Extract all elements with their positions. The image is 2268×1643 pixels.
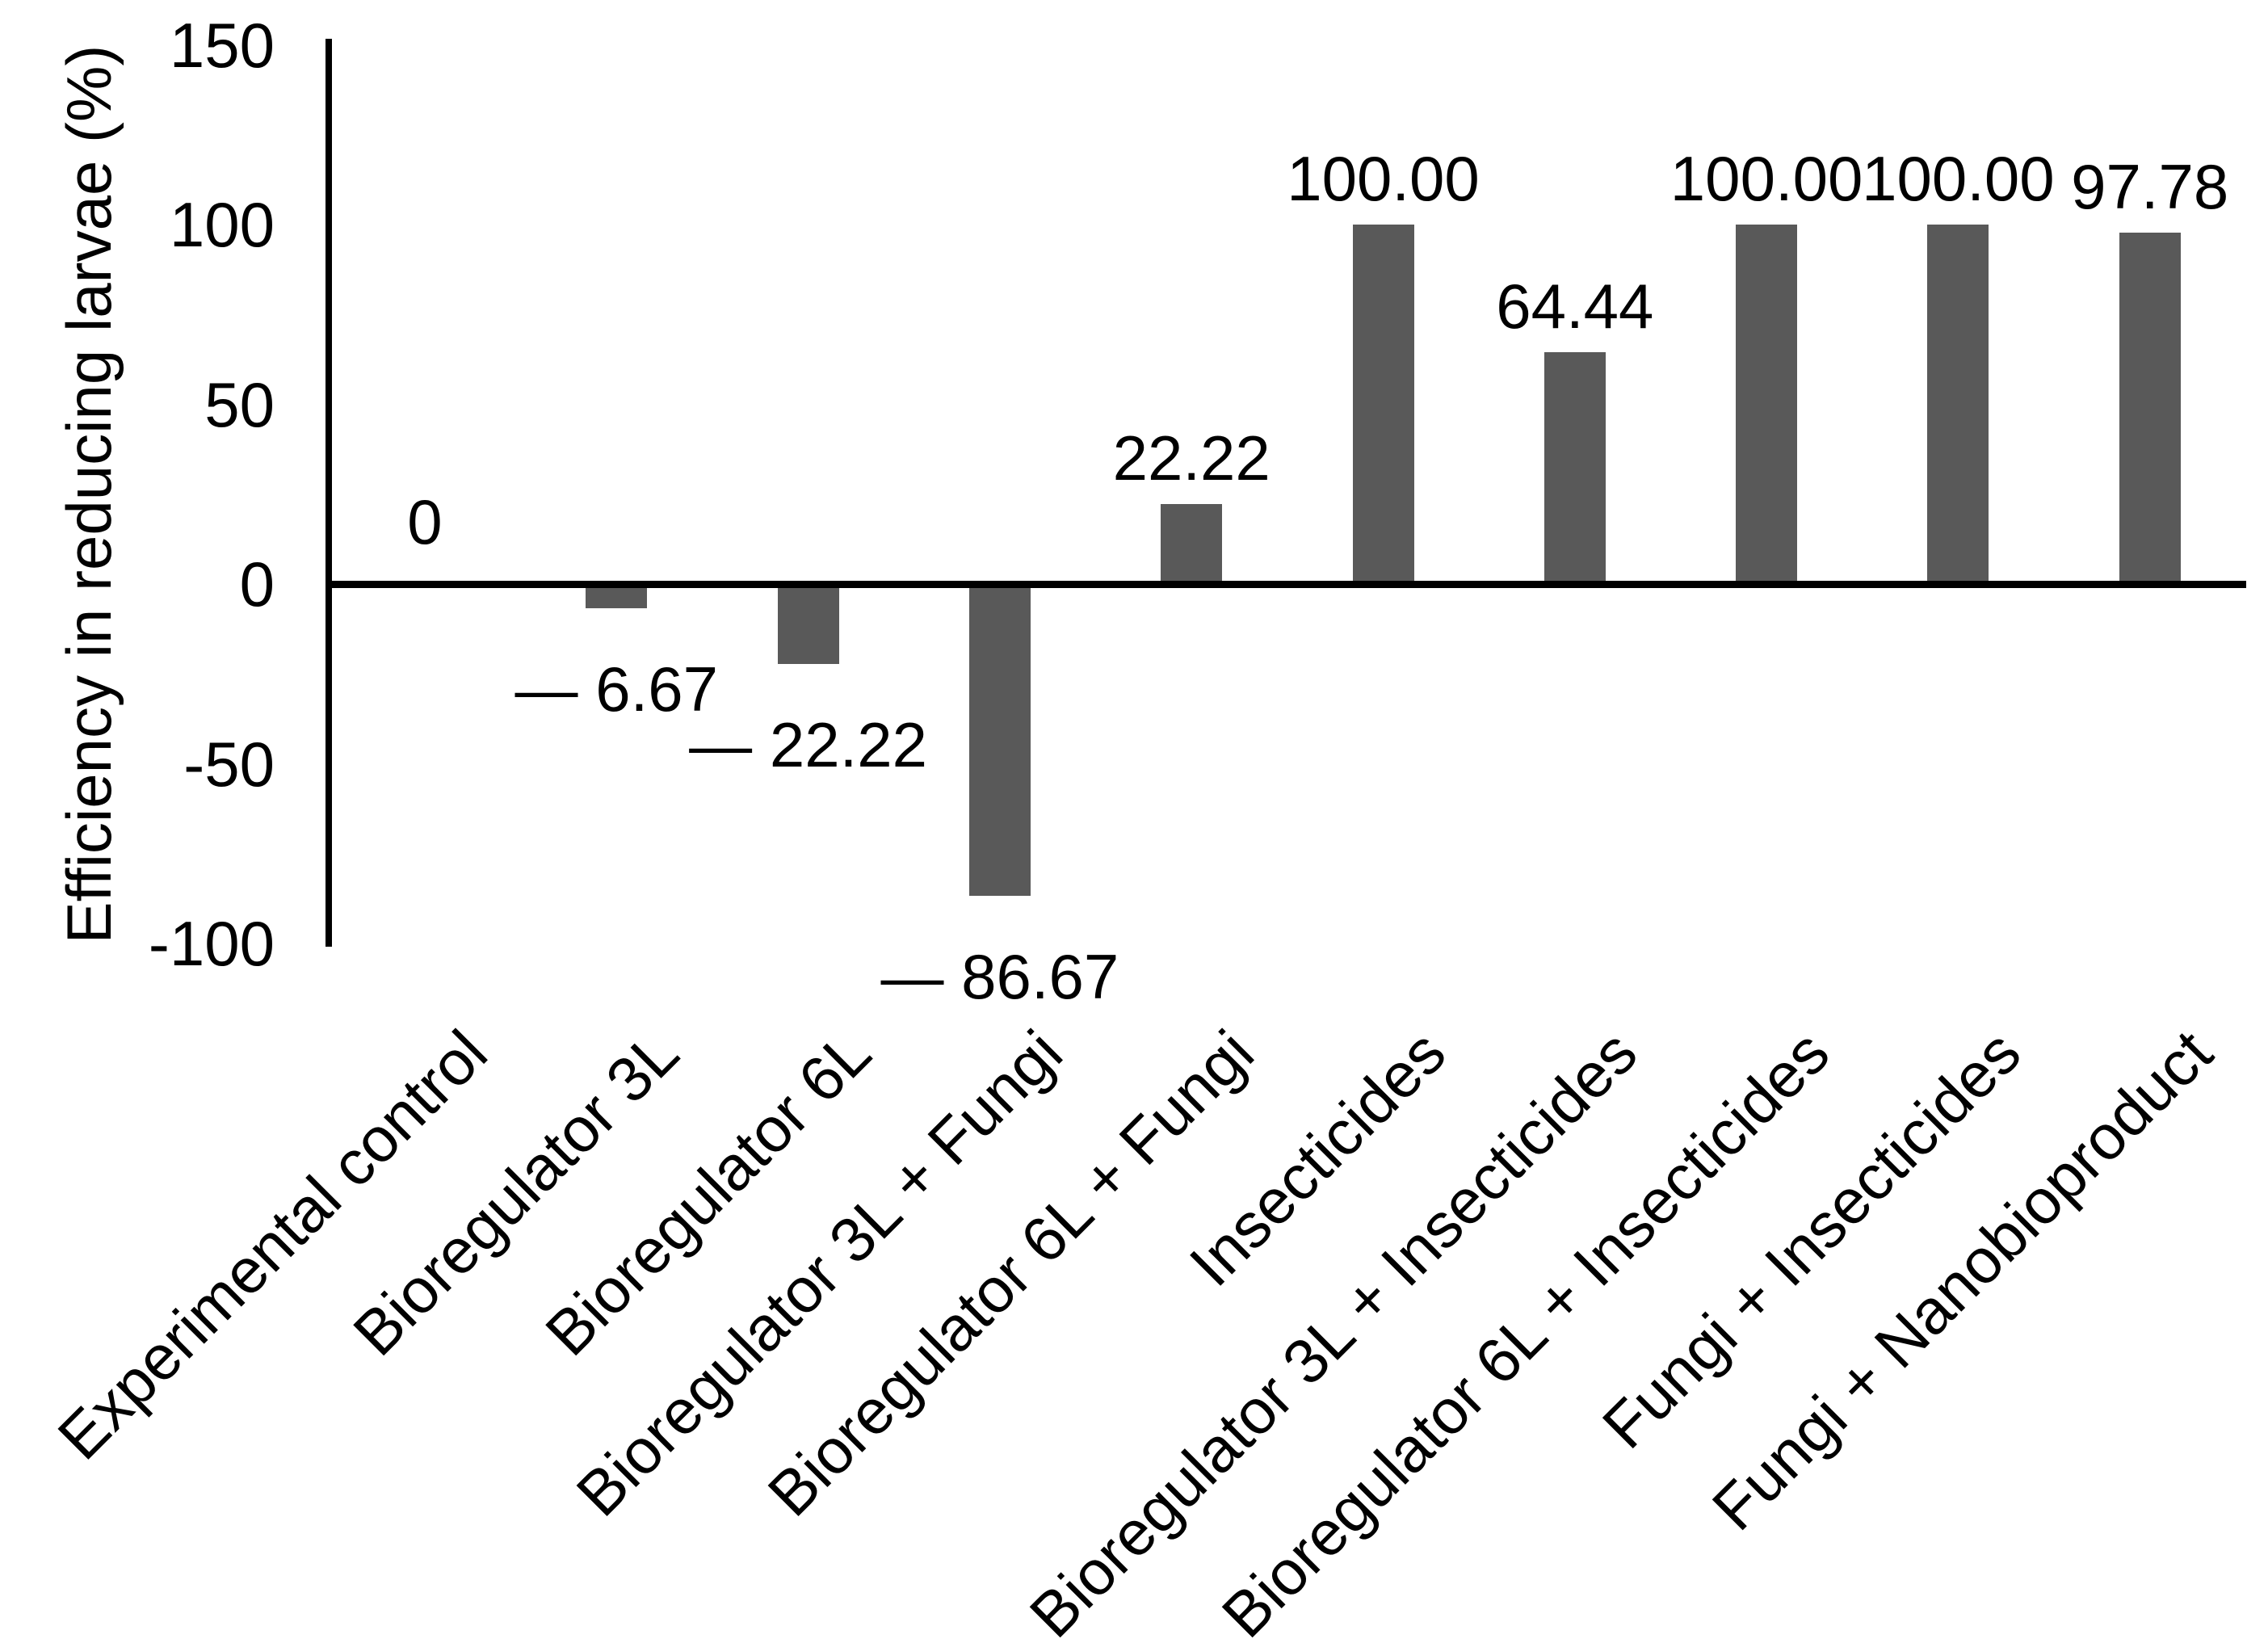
- bar-data-label: 100.00: [1862, 143, 2055, 214]
- bar: [1736, 225, 1798, 584]
- bar: [968, 584, 1031, 896]
- bar-data-label: — 86.67: [880, 940, 1119, 1012]
- bar: [1544, 352, 1606, 584]
- y-tick-label: 100: [169, 189, 275, 260]
- y-tick-label: 150: [169, 9, 275, 81]
- bar-data-label: — 6.67: [514, 653, 719, 725]
- bar-data-label: 22.22: [1112, 422, 1270, 494]
- bar: [1352, 225, 1414, 584]
- y-axis-title: Efficiency in reducing larvae (%): [53, 44, 124, 944]
- bar-data-label: 0: [407, 486, 443, 557]
- bar: [777, 584, 839, 664]
- x-axis-line: [326, 581, 2246, 588]
- bar: [2119, 232, 2181, 584]
- bar: [1927, 225, 1989, 584]
- bar: [1161, 504, 1223, 584]
- y-tick-label: -50: [183, 728, 275, 800]
- y-tick-label: 0: [239, 548, 275, 620]
- y-tick-label: -100: [148, 908, 275, 979]
- bar-data-label: 64.44: [1496, 271, 1654, 342]
- y-tick-label: 50: [204, 368, 275, 440]
- bar-data-label: 100.00: [1287, 143, 1480, 214]
- bar-data-label: 100.00: [1670, 143, 1863, 214]
- bar-data-label: 97.78: [2071, 150, 2229, 222]
- y-axis-line: [326, 39, 332, 947]
- bar-data-label: — 22.22: [689, 708, 928, 780]
